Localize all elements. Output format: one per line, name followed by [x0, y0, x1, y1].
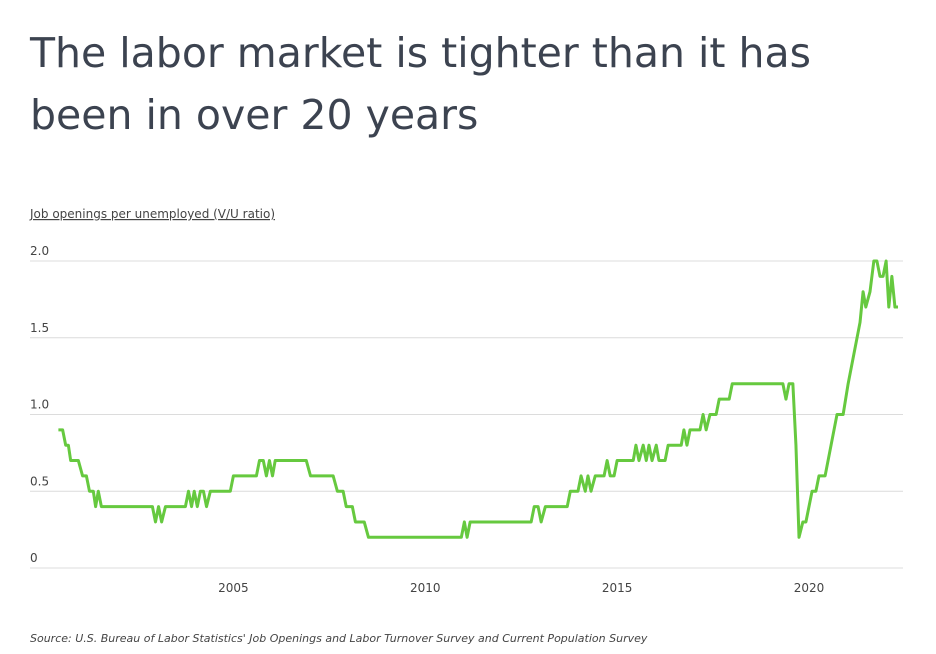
y-axis-label: Job openings per unemployed (V/U ratio) [29, 207, 275, 221]
y-tick-label: 0.5 [30, 474, 49, 488]
x-tick-label: 2005 [218, 581, 249, 595]
y-tick-label: 0 [30, 551, 38, 565]
chart-title: The labor market is tighter than it has … [30, 29, 811, 139]
y-tick-label: 2.0 [30, 244, 49, 258]
x-tick-label: 2015 [602, 581, 633, 595]
y-tick-label: 1.0 [30, 398, 49, 412]
data-line [58, 259, 899, 539]
x-tick-label: 2010 [410, 581, 441, 595]
y-tick-label: 1.5 [30, 321, 49, 335]
x-tick-label: 2020 [794, 581, 825, 595]
source-note: Source: U.S. Bureau of Labor Statistics'… [30, 632, 648, 645]
